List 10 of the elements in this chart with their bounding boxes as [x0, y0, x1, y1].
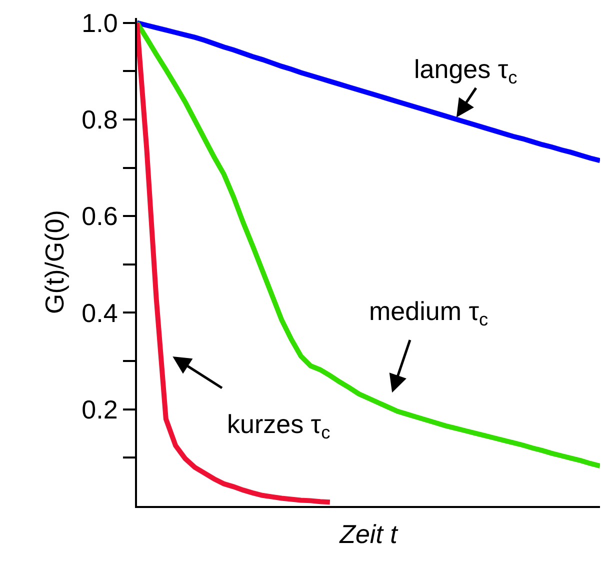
y-tick-label: 0.2: [82, 394, 118, 424]
y-tick-label: 1.0: [82, 8, 118, 38]
annotation: langes τ$_{c}$: [414, 54, 518, 88]
y-tick-label: 0.6: [82, 201, 118, 232]
y-tick-label: 0.4: [82, 298, 118, 328]
annotation: kurzes τ$_{c}$: [227, 409, 330, 442]
x-axis-title: Zeit t: [338, 519, 400, 550]
y-axis-title: G(t)/G(0): [40, 210, 70, 314]
annotation: medium τ$_{c}$: [369, 296, 488, 330]
y-tick-label: 0.8: [82, 104, 118, 135]
